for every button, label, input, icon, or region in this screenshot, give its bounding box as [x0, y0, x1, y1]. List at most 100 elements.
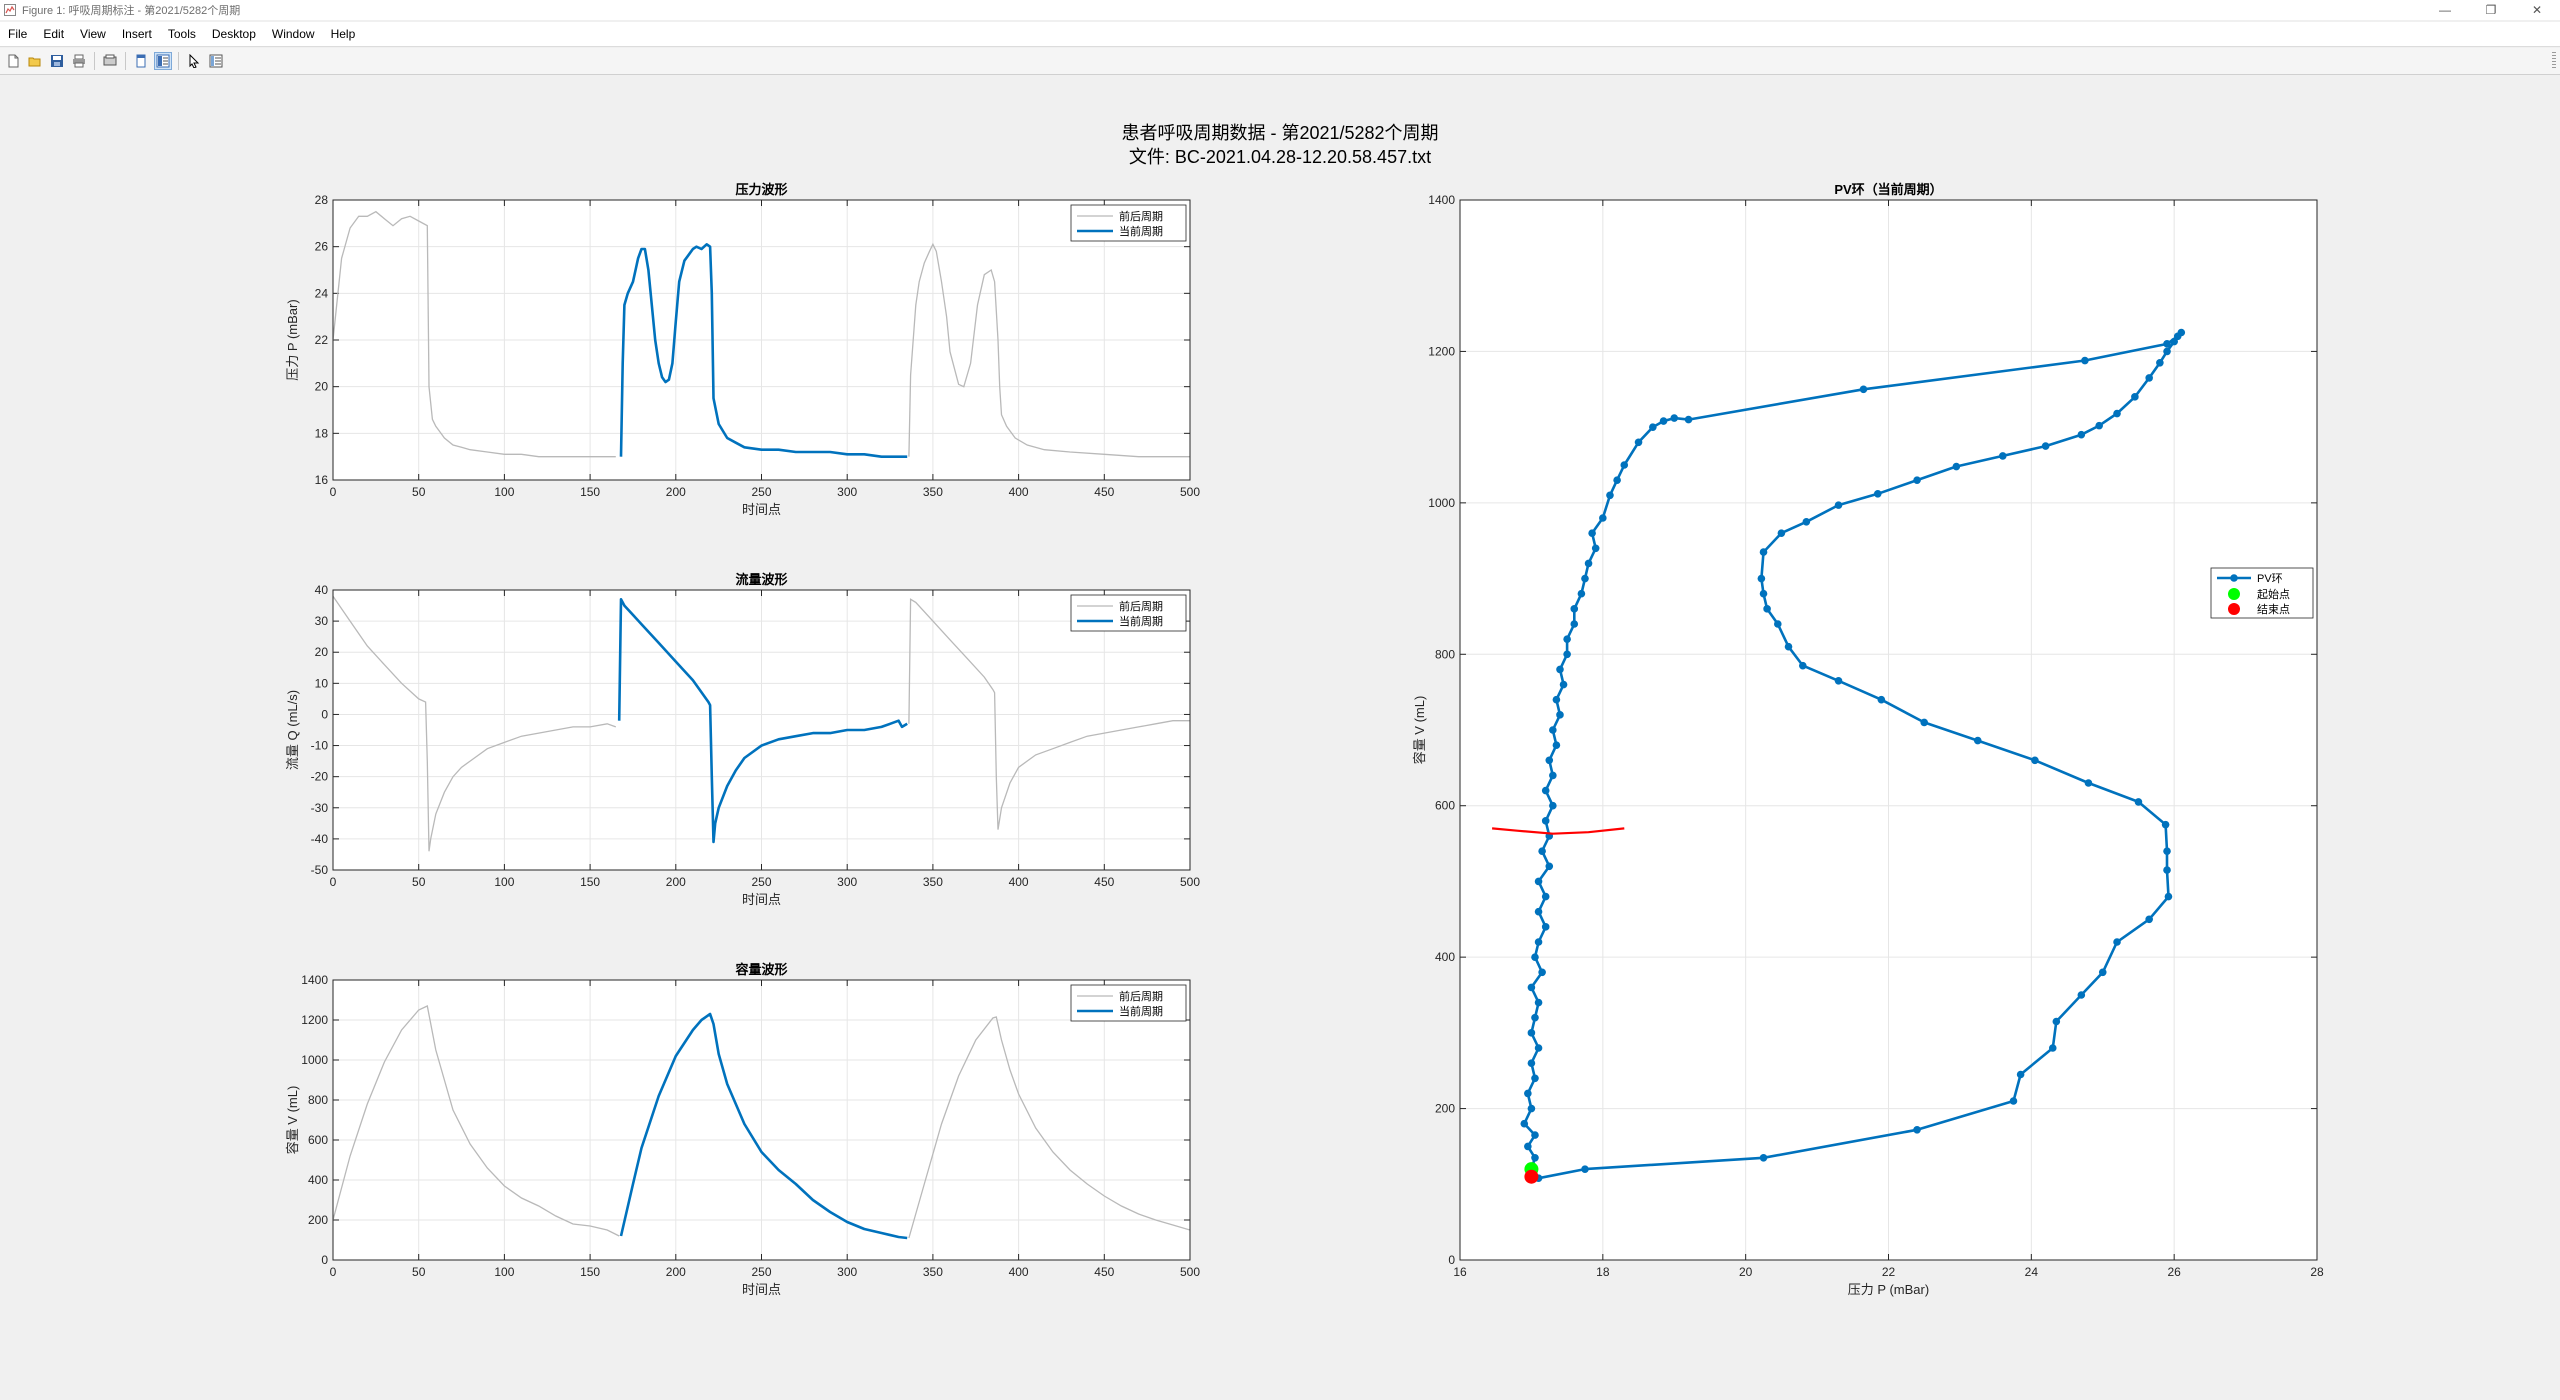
y-axis-label: 流量 Q (mL/s)	[285, 690, 300, 770]
legend-label-context: 前后周期	[1119, 209, 1163, 223]
pv-point	[2041, 442, 2050, 450]
toolbar-separator	[94, 52, 95, 70]
pv-point	[1577, 589, 1586, 598]
x-tick-label: 400	[1009, 875, 1029, 889]
x-axis-label: 时间点	[742, 502, 781, 517]
plot-browser-icon[interactable]	[207, 52, 225, 70]
pv-point	[1777, 529, 1786, 537]
x-tick-label: 450	[1094, 485, 1114, 499]
pv-point	[1549, 801, 1557, 810]
figure-canvas: 患者呼吸周期数据 - 第2021/5282个周期 文件: BC-2021.04.…	[0, 76, 2560, 1400]
pv-point	[1877, 695, 1886, 704]
pv-point	[1802, 517, 1811, 526]
legend-label-current: 当前周期	[1119, 1004, 1163, 1018]
restore-button[interactable]: ❐	[2485, 3, 2497, 17]
y-tick-label: -10	[311, 739, 329, 753]
toolbar-separator	[178, 52, 179, 70]
pv-point	[1534, 907, 1543, 916]
y-tick-label: -30	[311, 801, 329, 815]
pv-point	[1591, 544, 1600, 553]
y-axis-label: 容量 V (mL)	[1412, 696, 1427, 765]
x-tick-label: 18	[1596, 1265, 1610, 1279]
menu-edit[interactable]: Edit	[43, 27, 65, 41]
pv-point	[1531, 953, 1539, 961]
x-tick-label: 0	[330, 875, 337, 889]
pv-point	[2145, 374, 2153, 382]
pv-point	[1545, 862, 1554, 871]
menu-tools[interactable]: Tools	[167, 27, 196, 41]
x-tick-label: 150	[580, 1265, 600, 1279]
axes-title: PV环（当前周期）	[1834, 182, 1942, 197]
pv-point	[1973, 736, 1982, 745]
print-preview-icon[interactable]	[101, 52, 119, 70]
pv-point	[1998, 452, 2007, 460]
menu-help[interactable]: Help	[330, 27, 356, 41]
pv-point	[2009, 1097, 2018, 1105]
menu-bar: File Edit View Insert Tools Desktop Wind…	[0, 22, 2560, 47]
y-tick-label: 20	[315, 645, 329, 659]
new-figure-icon[interactable]	[4, 52, 22, 70]
y-tick-label: 200	[308, 1213, 328, 1227]
series-context-line	[908, 242, 1190, 458]
property-editor-icon[interactable]	[154, 52, 172, 70]
y-tick-label: 1000	[1428, 496, 1455, 510]
menu-view[interactable]: View	[80, 27, 106, 41]
pv-point	[1952, 462, 1961, 471]
y-tick-label: 0	[1448, 1253, 1455, 1267]
figure-toolbar	[0, 48, 2560, 75]
y-axis-label: 压力 P (mBar)	[285, 299, 300, 380]
x-tick-label: 300	[837, 1265, 857, 1279]
y-tick-label: 24	[315, 286, 329, 300]
pv-point	[1534, 1044, 1543, 1052]
pv-point	[1584, 559, 1593, 568]
legend-label-end: 结束点	[2257, 603, 2290, 616]
legend-label-pv: PV环	[2257, 573, 2283, 585]
minimize-button[interactable]: —	[2439, 3, 2451, 17]
dock-toggle-icon[interactable]	[132, 52, 150, 70]
pv-point	[1549, 771, 1557, 780]
pv-point	[1581, 574, 1589, 583]
menu-file[interactable]: File	[8, 27, 28, 41]
toolbar-grip[interactable]	[2552, 52, 2556, 70]
menu-desktop[interactable]: Desktop	[211, 27, 256, 41]
data-layer	[333, 210, 1190, 459]
pv-point	[1531, 1131, 1539, 1139]
figure-title-line1: 患者呼吸周期数据 - 第2021/5282个周期	[1121, 123, 1438, 143]
x-tick-label: 150	[580, 875, 600, 889]
save-icon[interactable]	[48, 52, 66, 70]
y-tick-label: 40	[315, 583, 329, 597]
x-axis-label: 时间点	[742, 892, 781, 907]
legend-label-context: 前后周期	[1119, 599, 1163, 613]
data-layer	[333, 1005, 1190, 1240]
legend-box	[2210, 567, 2314, 619]
select-arrow-icon[interactable]	[185, 52, 203, 70]
print-icon[interactable]	[70, 52, 88, 70]
pv-point	[1531, 1153, 1539, 1162]
axes-layer: 0 50 100 150 200 250 300 350 400 450 5001618202224…	[285, 182, 2324, 1297]
axes-2[interactable]: 0 50 100 150 200 250 300 350 400 450 500 0 200 400 600…	[285, 962, 1200, 1297]
pv-point	[1620, 461, 1629, 469]
x-tick-label: 500	[1180, 485, 1200, 499]
plots-svg: 患者呼吸周期数据 - 第2021/5282个周期 文件: BC-2021.04.…	[285, 123, 2324, 1297]
close-button[interactable]: ✕	[2531, 3, 2543, 17]
x-tick-label: 50	[412, 875, 426, 889]
matlab-figure-icon	[4, 4, 16, 16]
axes-0[interactable]: 0 50 100 150 200 250 300 350 400 450 500 16 18 20 22 24…	[285, 182, 1200, 517]
pv-point	[1524, 1142, 1532, 1151]
menu-insert[interactable]: Insert	[121, 27, 152, 41]
axes-3[interactable]: 16 18 20 22 24 26 28 0 200 400 600 800 1000 1200 1400 P…	[1412, 182, 2324, 1297]
axes-1[interactable]: 0 50 100 150 200 250 300 350 400 450 500-50-40-30-…	[285, 572, 1200, 907]
pv-point	[2095, 421, 2103, 430]
legend-box	[1070, 594, 1187, 632]
pv-point	[1534, 938, 1543, 946]
open-file-icon[interactable]	[26, 52, 44, 70]
x-tick-label: 250	[751, 875, 771, 889]
y-tick-label: 400	[308, 1173, 328, 1187]
x-tick-label: 20	[1739, 1265, 1753, 1279]
legend-label-context: 前后周期	[1119, 989, 1163, 1003]
menu-window[interactable]: Window	[271, 27, 315, 41]
